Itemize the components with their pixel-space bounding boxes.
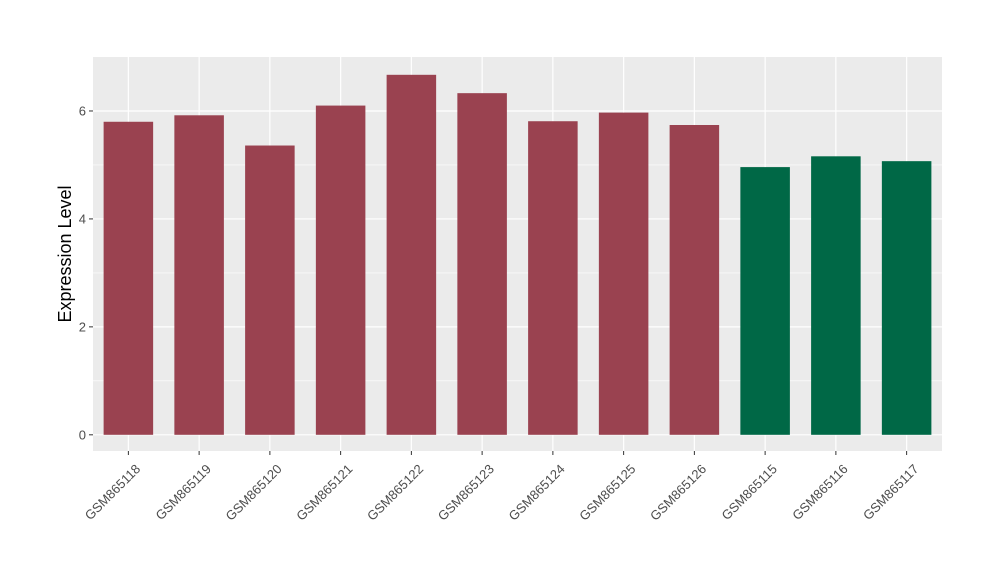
y-tick-label: 2 bbox=[79, 319, 86, 334]
x-tick-label: GSM865122 bbox=[364, 461, 426, 523]
bar-gsm865124 bbox=[528, 121, 578, 435]
x-tick-label: GSM865118 bbox=[82, 461, 144, 523]
bars-group bbox=[103, 74, 932, 435]
y-tick-label: 0 bbox=[79, 427, 86, 442]
x-tick-label: GSM865119 bbox=[152, 461, 214, 523]
x-tick-label: GSM865117 bbox=[860, 461, 922, 523]
y-axis-label: Expression Level bbox=[55, 185, 75, 322]
y-tick-label: 4 bbox=[79, 211, 86, 226]
bar-gsm865126 bbox=[669, 125, 720, 435]
x-tick-label: GSM865115 bbox=[718, 461, 780, 523]
bar-gsm865116 bbox=[811, 156, 861, 435]
x-tick-label: GSM865120 bbox=[223, 461, 285, 523]
bar-gsm865119 bbox=[174, 115, 224, 435]
bar-gsm865115 bbox=[740, 167, 790, 435]
x-tick-label: GSM865123 bbox=[435, 461, 497, 523]
bar-gsm865121 bbox=[315, 105, 366, 435]
x-tick-label: GSM865121 bbox=[293, 461, 355, 523]
x-tick-label: GSM865125 bbox=[576, 461, 638, 523]
bar-gsm865123 bbox=[457, 93, 507, 435]
bar-gsm865117 bbox=[881, 161, 932, 435]
bar-gsm865122 bbox=[386, 74, 437, 435]
minor-gridlines bbox=[93, 164, 942, 382]
bar-gsm865118 bbox=[103, 121, 154, 435]
x-axis: GSM865118 GSM865119 GSM865120 GSM865121 GSM8… bbox=[82, 451, 922, 524]
y-axis: 0 2 4 6 bbox=[79, 103, 93, 442]
bar-gsm865120 bbox=[245, 145, 295, 435]
x-tick-label: GSM865126 bbox=[647, 461, 709, 523]
plot-panel bbox=[93, 57, 942, 451]
bar-gsm865125 bbox=[598, 112, 649, 435]
x-tick-label: GSM865116 bbox=[789, 461, 851, 523]
x-tick-label: GSM865124 bbox=[506, 461, 568, 523]
y-tick-label: 6 bbox=[79, 103, 86, 118]
